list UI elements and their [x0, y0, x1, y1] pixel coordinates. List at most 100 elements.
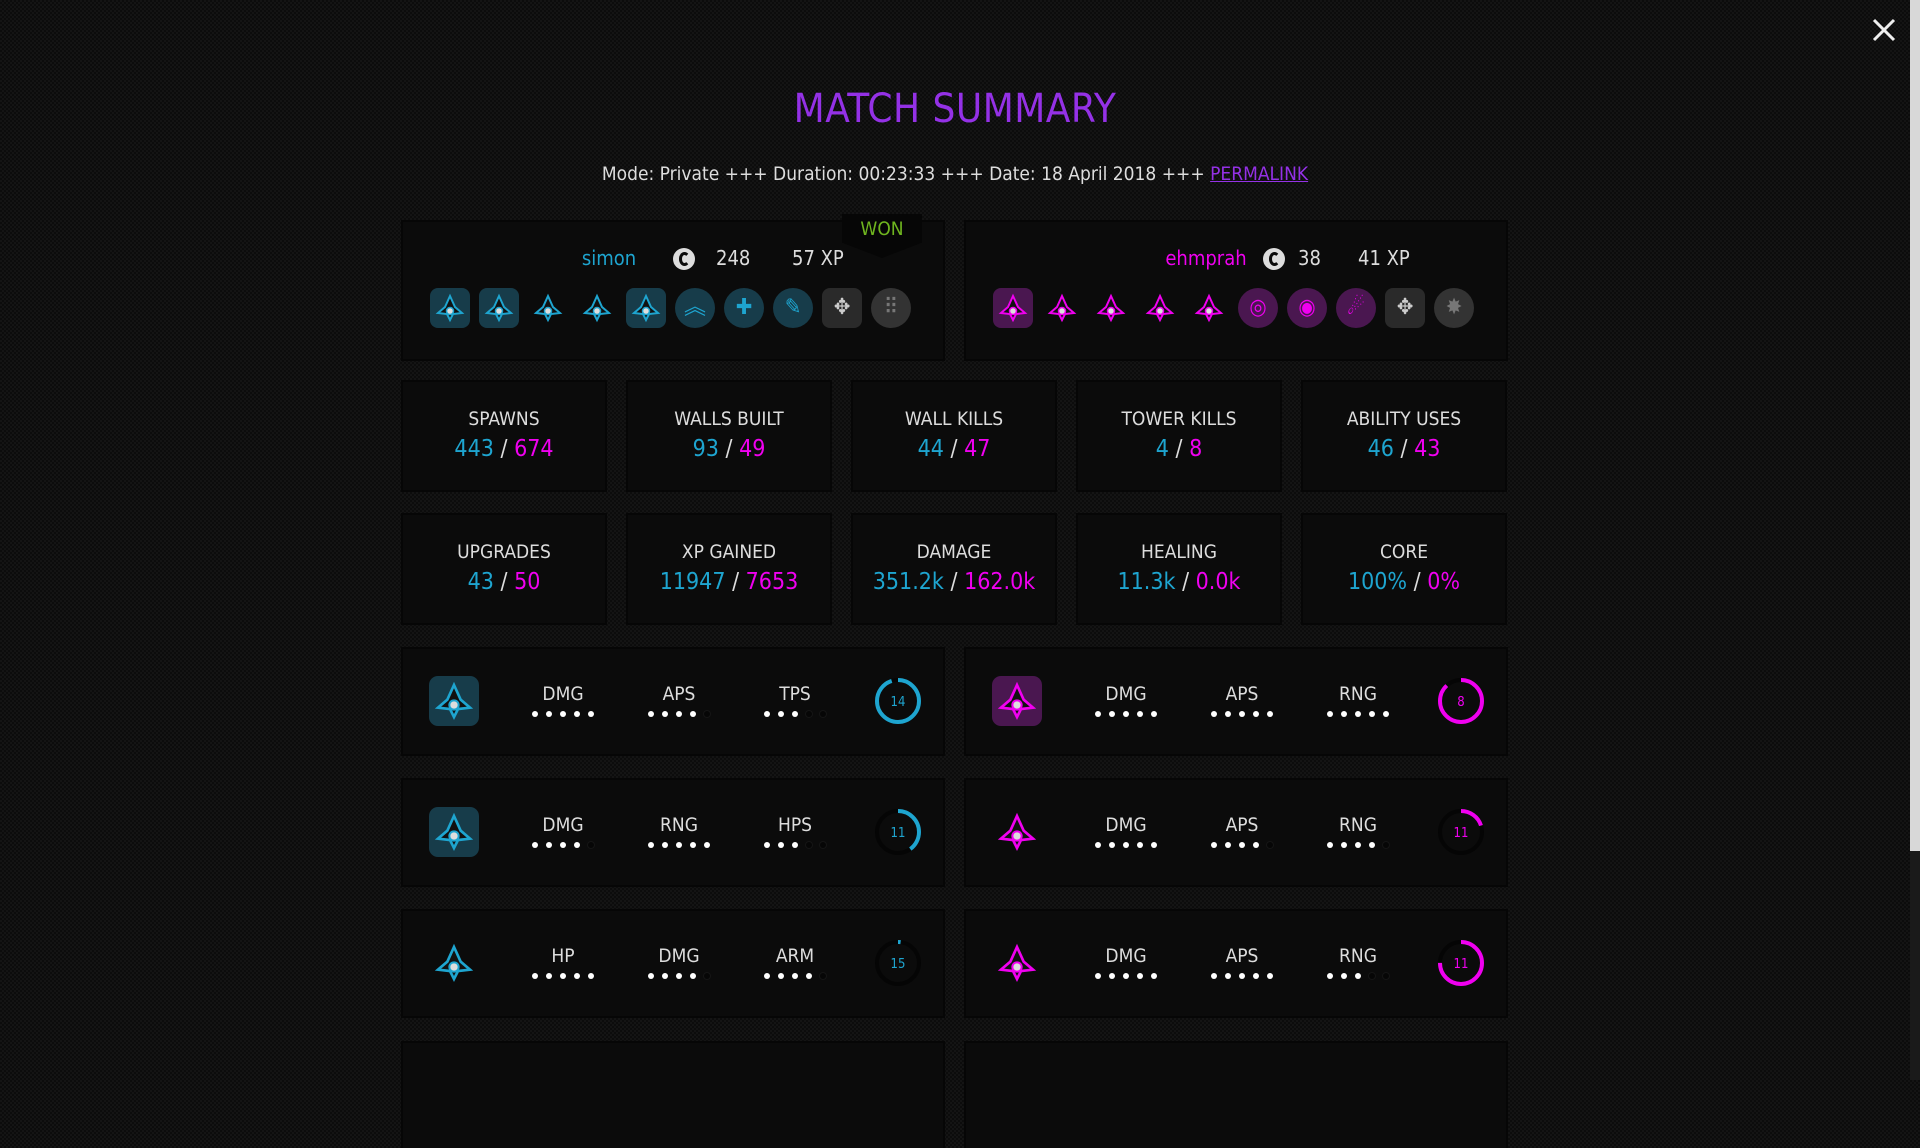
double-chevron-up-icon[interactable]: ︽ [675, 288, 715, 328]
unit-stat: DMG [1071, 945, 1181, 979]
stat-card-core: CORE 100% / 0% [1303, 515, 1505, 623]
level-dots [1187, 711, 1297, 717]
unit-stat-label: DMG [542, 814, 584, 836]
level-dot [820, 842, 826, 848]
pod-icon [992, 938, 1042, 988]
saw-ring-icon[interactable] [1140, 288, 1180, 328]
dot-grid-icon[interactable]: ⠿ [871, 288, 911, 328]
close-x-icon[interactable] [1868, 14, 1900, 46]
level-dot [1341, 711, 1347, 717]
core-ring-icon[interactable] [626, 288, 666, 328]
scout-ship-icon[interactable] [430, 288, 470, 328]
permalink-link[interactable]: PERMALINK [1210, 163, 1309, 185]
level-dot [588, 842, 594, 848]
level-dot [1327, 842, 1333, 848]
stat-value-p2: 47 [964, 436, 991, 462]
level-dot [1267, 842, 1273, 848]
stat-value-p1: 443 [454, 436, 494, 462]
level-dot [690, 973, 696, 979]
level-dot [764, 842, 770, 848]
stat-value-p2: 0% [1427, 569, 1461, 595]
ring-value: 8 [1457, 695, 1464, 710]
stat-label: UPGRADES [457, 541, 551, 563]
level-dots [508, 842, 618, 848]
unit-stat: RNG [1303, 814, 1413, 848]
level-dot [1095, 842, 1101, 848]
level-ring: 8 [1438, 678, 1484, 724]
stat-value-p1: 351.2k [872, 569, 944, 595]
comet-icon[interactable]: ☄ [1336, 288, 1376, 328]
stat-separator: / [1400, 436, 1408, 462]
level-dot [1123, 842, 1129, 848]
drone-icon[interactable] [528, 288, 568, 328]
compass-star-icon[interactable]: ✥ [1385, 288, 1425, 328]
level-dot [1267, 973, 1273, 979]
twin-pod-icon[interactable] [1189, 288, 1229, 328]
level-dot [792, 711, 798, 717]
level-dots [740, 973, 850, 979]
level-dot [1225, 842, 1231, 848]
level-dot [806, 711, 812, 717]
unit-stat-label: APS [1225, 814, 1259, 836]
unit-stat-label: DMG [542, 683, 584, 705]
level-dot [532, 973, 538, 979]
unit-stat: DMG [508, 814, 618, 848]
level-dot [662, 973, 668, 979]
unit-stat: TPS [740, 683, 850, 717]
reactor-icon[interactable] [479, 288, 519, 328]
spike-ship-icon[interactable] [993, 288, 1033, 328]
level-dots [1187, 842, 1297, 848]
stat-value-p2: 49 [739, 436, 766, 462]
level-dot [532, 711, 538, 717]
level-dots [1071, 842, 1181, 848]
spike-ship-icon [992, 676, 1042, 726]
unit-stat-label: RNG [1339, 683, 1377, 705]
unit-stat-label: APS [662, 683, 696, 705]
level-dot [546, 842, 552, 848]
stat-label: HEALING [1141, 541, 1217, 563]
level-dot [1369, 711, 1375, 717]
pillar-unit-icon[interactable] [1042, 288, 1082, 328]
plus-icon[interactable]: ✚ [724, 288, 764, 328]
stat-separator: / [1182, 569, 1190, 595]
eye-icon[interactable]: ◉ [1287, 288, 1327, 328]
stat-label: CORE [1379, 541, 1429, 563]
unit-stat: RNG [1303, 683, 1413, 717]
stat-label: WALL KILLS [904, 408, 1004, 430]
level-dots [1187, 973, 1297, 979]
ring-progress [875, 940, 921, 986]
level-dot [1383, 711, 1389, 717]
syringe-icon[interactable]: ✎ [773, 288, 813, 328]
unit-stat: APS [1187, 814, 1297, 848]
fighter-icon[interactable] [577, 288, 617, 328]
level-ring: 11 [875, 809, 921, 855]
stat-value-p1: 11.3k [1117, 569, 1176, 595]
level-ring: 14 [875, 678, 921, 724]
unit-stat-label: RNG [660, 814, 698, 836]
pod-icon[interactable] [1091, 288, 1131, 328]
level-dot [1253, 973, 1259, 979]
unit-card: DMG APS RNG 8 [966, 649, 1506, 754]
ring-progress [875, 809, 921, 855]
level-dots [1303, 842, 1413, 848]
level-dot [764, 973, 770, 979]
level-dot [1239, 973, 1245, 979]
currency-value: 248 [716, 246, 751, 270]
level-dot [820, 711, 826, 717]
stat-card-tower-kills: TOWER KILLS 4 / 8 [1078, 382, 1280, 490]
ring-value: 11 [1454, 957, 1469, 972]
ring-value: 11 [1454, 826, 1469, 841]
unit-card: DMG APS RNG 11 [966, 911, 1506, 1016]
stat-card-spawns: SPAWNS 443 / 674 [403, 382, 605, 490]
unit-stat-label: ARM [775, 945, 815, 967]
stat-value-p1: 93 [692, 436, 719, 462]
level-dot [690, 842, 696, 848]
level-dot [1095, 973, 1101, 979]
unit-card [403, 1043, 943, 1148]
level-dot [662, 711, 668, 717]
scrollbar[interactable] [1910, 0, 1920, 1080]
burst-icon[interactable]: ✸ [1434, 288, 1474, 328]
scrollbar-thumb[interactable] [1910, 0, 1920, 851]
target-icon[interactable]: ◎ [1238, 288, 1278, 328]
compass-star-icon[interactable]: ✥ [822, 288, 862, 328]
